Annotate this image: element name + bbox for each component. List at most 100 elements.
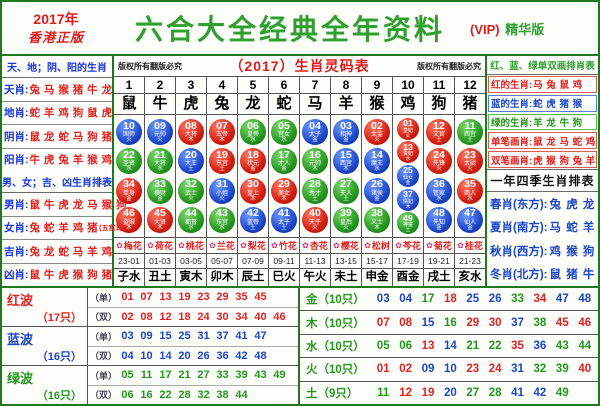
ball-number: 19 [216,148,228,161]
vip-edition-label: 精华版 [505,21,545,37]
page-title: 六合大全经典全年资料 [134,14,445,45]
ball-element: 土 [405,227,411,233]
zodiac-category-row: 女肖: 兔 蛇 羊 鸡 猪 (五宫肖) [2,217,125,240]
ball-title: 才人 [277,161,290,168]
season-value: 马 蛇 羊 [549,222,596,235]
lottery-ball: 49 神童土 [397,212,419,235]
ball-stack: 04 太子金 16 元帅木 28 秀才土 40 天子火 [300,115,330,237]
lottery-ball: 16 元帅木 [302,148,328,175]
ball-element: 火 [405,132,411,138]
color-zodiac-row: 双笔画肖:虎 猴 狗 兔 羊 牛 [488,151,598,168]
element-number: 07 [376,316,390,329]
left-section2-title: 男、女；吉、凶生肖排表 [2,171,112,193]
ball-number: 06 [247,119,259,132]
wave-count: （16只） [36,350,82,363]
ball-element: 土 [312,195,318,202]
branch-element: 卯木 [207,268,237,286]
ball-element: 火 [374,137,380,144]
wave-number: 03 [121,330,134,343]
wave-row: 蓝波 （16只） （单） 03 09 15 25 31 37 41 47 （双） 04 10 14 20 26 3… [2,327,298,366]
category-value: 兔 蛇 羊 鸡 猪 [29,222,99,235]
wave-number: 34 [235,310,248,323]
wave-number: 35 [235,291,248,304]
flower-name: 樱花 [340,241,359,251]
category-value: 牛 虎 兔 羊 猴 鸡 [29,154,113,167]
color-row-value: 羊 龙 牛 狗 [533,117,583,129]
element-number: 24 [488,363,502,376]
ball-number: 02 [371,119,383,132]
flower-cell: ✿ 樱花 [331,237,361,253]
lottery-ball: 38 义士木 [364,206,390,233]
column-number: 11 [424,77,454,94]
ball-title: 夫人 [339,190,352,197]
ball-title: 大将 [184,132,197,139]
copyright-left: 版权所有翻版必究 [118,61,182,71]
ball-number: 09 [154,119,166,132]
wave-number: 44 [235,388,248,401]
ball-number: 18 [247,148,259,161]
element-number: 25 [466,293,480,306]
ball-number: 37 [403,189,413,200]
branch-element: 亥水 [455,268,485,286]
ball-element: 土 [188,166,194,173]
wave-number: 29 [216,291,229,304]
lottery-ball: 12 文官土 [426,119,452,146]
wave-number: 24 [197,310,210,323]
wave-line: （单） 01 07 13 19 23 29 35 45 [88,288,298,308]
wave-number: 14 [159,349,172,362]
ball-stack: 11 西宫土 23 太尉火 35 商人水 47 仙人金 [455,115,485,237]
color-row-value: 马 兔 鼠 鸡 [533,80,583,92]
ball-title: 仙人 [463,219,476,226]
flower-icon: ✿ [209,241,216,250]
ball-title: 先锋 [432,161,445,168]
element-number: 20 [443,386,457,399]
zodiac-column: 10 鸡 01 皇妃火 13 贵妃水 25 仙女金 37 情妃木 49 神童土 ✿ 芩花 17-19 酉金 [392,77,423,286]
wave-number: 05 [121,369,134,382]
wave-number: 17 [159,369,172,382]
color-zodiac-row: 单笔画肖:鼠 龙 马 蛇 鸡 猪 [488,132,598,150]
ball-number: 31 [216,178,228,191]
ball-number: 40 [309,207,321,220]
lottery-ball: 32 武士火 [178,177,204,204]
wave-number: 25 [178,330,191,343]
flower-icon: ✿ [457,241,464,250]
ball-title: 皇后 [339,219,352,226]
element-number: 04 [399,293,412,306]
zodiac-columns: 1 鼠 10 国师火 22 圣贤水 34 单身金 46 盗贼木 ✿ 梅花 23-01 子水 2 牛 09 元帅火 2… [114,77,485,286]
ball-stack: 09 元帅火 21 大将水 33 横财金 45 大贤木 [145,115,175,237]
ball-element: 木 [126,224,132,231]
category-value: 鼠 牛 虎 龙 马 猴 狗 [29,198,128,211]
lottery-ball: 37 情妃木 [397,188,419,211]
flower-name: 荷花 [154,241,173,251]
wave-number: 18 [178,310,191,323]
color-row-label: 蓝的生肖: [491,99,533,111]
element-number: 28 [488,386,502,399]
ball-element: 木 [219,137,225,144]
ball-number: 21 [154,148,166,161]
ball-stack: 08 大将木 20 大王土 32 武士火 44 都督水 [176,115,206,237]
ball-number: 08 [185,119,197,132]
wave-number: 08 [140,310,153,323]
element-number: 12 [399,386,412,399]
season-label: 夏肖(南方): [490,222,548,235]
flower-name: 桃花 [185,241,204,251]
lottery-ball: 31 小姐火 [209,177,235,204]
left-section1-title: 天、地；阴、阳的生肖 [2,56,112,78]
season-value: 鼠 猪 牛 [549,269,596,282]
time-range: 13-15 [331,253,361,268]
table-title: （2017）生肖灵码表 [229,58,370,74]
zodiac-column: 6 蛇 05 宫女水 17 才人金 29 美女木 41 太子土 ✿ 竹花 09-11 巳火 [268,77,299,286]
element-label: 金（10只） [306,294,365,307]
category-label: 阳肖: [4,154,29,167]
ball-element: 木 [188,137,194,144]
zodiac-column: 11 狗 12 文官土 24 先锋火 36 管家水 48 先知金 ✿ 菊花 19-21 戌土 [423,77,454,286]
element-number: 29 [466,316,480,329]
column-zodiac: 龙 [238,94,268,115]
lottery-ball: 05 宫女水 [271,119,297,146]
wave-name: 绿波 [7,370,34,386]
ball-stack: 03 相神金 15 西宫木 27 夫人土 39 皇后火 [331,115,361,237]
wave-label: 蓝波 （16只） [2,327,88,365]
ball-number: 33 [154,178,166,191]
edition-label: 香港正版 [27,29,84,45]
ball-title: 秀才 [308,190,321,197]
